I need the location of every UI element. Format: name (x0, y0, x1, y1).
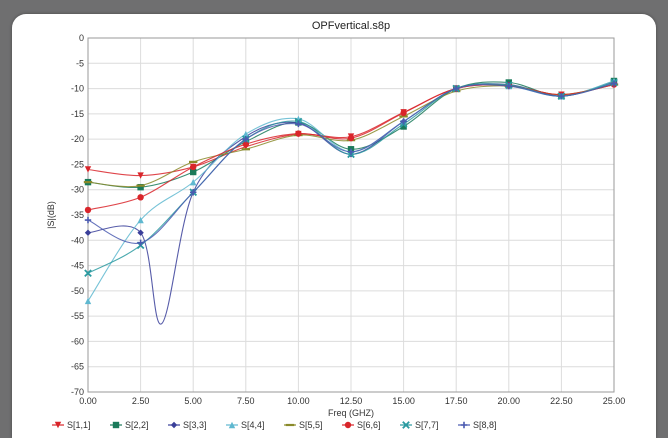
data-point (400, 123, 407, 130)
legend-label: S[3,3] (183, 420, 207, 430)
legend-marker (228, 421, 236, 429)
data-point (347, 148, 355, 155)
plot-area (87, 37, 615, 393)
data-point (610, 80, 618, 87)
y-tick-label: 0 (79, 33, 84, 43)
legend-marker (112, 421, 120, 429)
chart-legend: S[1,1] S[2,2] S[3,3] S[4,4] S[5,5] S[6,6] S[7,… (52, 420, 497, 430)
data-point (137, 216, 144, 224)
y-tick-label: -70 (71, 387, 84, 397)
data-point (295, 120, 302, 128)
legend-label: S[8,8] (473, 420, 497, 430)
y-tick-label: -20 (71, 134, 84, 144)
legend-item: S[7,7] (400, 420, 439, 430)
legend-item: S[3,3] (168, 420, 207, 430)
legend-marker (344, 421, 352, 429)
legend-item: S[5,5] (284, 420, 323, 430)
data-point (190, 189, 197, 196)
x-tick-label: 17.50 (445, 396, 468, 406)
legend-marker (54, 421, 62, 429)
data-point (242, 135, 249, 143)
data-point (400, 109, 407, 117)
y-tick-label: -40 (71, 235, 84, 245)
series-s8-8 (84, 80, 618, 247)
data-point (400, 118, 407, 125)
x-tick-label: 7.50 (237, 396, 255, 406)
y-tick-label: -25 (71, 159, 84, 169)
legend-label: S[4,4] (241, 420, 265, 430)
data-point (190, 163, 197, 171)
legend-label: S[1,1] (67, 420, 91, 430)
legend-label: S[2,2] (125, 420, 149, 430)
data-point (295, 130, 302, 137)
data-point (137, 183, 144, 191)
data-point (242, 141, 249, 148)
x-tick-label: 10.00 (287, 396, 310, 406)
data-point (137, 239, 144, 247)
x-tick-label: 2.50 (132, 396, 150, 406)
legend-item: S[6,6] (342, 420, 381, 430)
data-point (84, 216, 92, 224)
x-tick-label: 0.00 (79, 396, 97, 406)
data-point (84, 229, 92, 236)
x-axis-label: Freq (GHZ) (328, 408, 374, 418)
data-point (558, 92, 565, 100)
y-tick-label: -60 (71, 336, 84, 346)
legend-item: S[8,8] (458, 420, 497, 430)
y-axis-label: |S|(dB) (46, 201, 56, 229)
x-tick-label: 22.50 (550, 396, 573, 406)
data-point (84, 297, 92, 305)
y-tick-label: -5 (76, 58, 84, 68)
x-axis-ticks: 0.00 2.50 5.00 7.50 10.00 12.50 15.00 17.50 20.0… (79, 396, 625, 406)
data-point (137, 229, 144, 236)
x-tick-label: 5.00 (184, 396, 202, 406)
data-point (137, 194, 144, 201)
legend-item: S[4,4] (226, 420, 265, 430)
x-tick-label: 12.50 (340, 396, 363, 406)
data-point (190, 168, 197, 176)
data-point (84, 206, 92, 214)
y-tick-label: -50 (71, 286, 84, 296)
data-point (347, 134, 355, 142)
data-point (190, 178, 197, 186)
y-tick-label: -35 (71, 210, 84, 220)
y-axis-ticks: 0 -5 -10 -15 -20 -25 -30 -35 -40 -45 -50 -55 -60 -65 -… (71, 33, 84, 397)
legend-marker (402, 421, 410, 429)
legend-marker (460, 421, 468, 429)
data-point (242, 130, 249, 138)
y-tick-label: -10 (71, 84, 84, 94)
y-tick-label: -15 (71, 109, 84, 119)
legend-label: S[6,6] (357, 420, 381, 430)
sparameter-chart: 0 -5 -10 -15 -20 -25 -30 -35 -40 -45 -50 -55 -60 -65 -… (46, 20, 625, 430)
legend-marker (170, 421, 178, 429)
chart-title: OPFvertical.s8p (312, 20, 390, 32)
y-tick-label: -65 (71, 362, 84, 372)
data-point (453, 85, 460, 92)
x-tick-label: 20.00 (498, 396, 521, 406)
x-tick-label: 15.00 (392, 396, 415, 406)
y-tick-label: -30 (71, 185, 84, 195)
x-tick-label: 25.00 (603, 396, 626, 406)
legend-item: S[1,1] (52, 420, 91, 430)
chart-panel: 0 -5 -10 -15 -20 -25 -30 -35 -40 -45 -50 -55 -60 -65 -… (12, 14, 656, 438)
data-point (137, 172, 144, 179)
legend-item: S[2,2] (110, 420, 149, 430)
y-tick-label: -55 (71, 311, 84, 321)
data-point (84, 166, 92, 173)
legend-label: S[5,5] (299, 420, 323, 430)
series-layer (83, 77, 619, 325)
data-point (84, 269, 92, 277)
data-point (505, 82, 512, 90)
legend-label: S[7,7] (415, 420, 439, 430)
y-tick-label: -45 (71, 261, 84, 271)
